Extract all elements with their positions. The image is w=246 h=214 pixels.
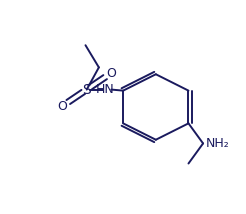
Text: O: O [107, 67, 116, 80]
Text: S: S [82, 83, 91, 97]
Text: O: O [57, 100, 67, 113]
Text: NH₂: NH₂ [206, 137, 230, 150]
Text: HN: HN [95, 83, 114, 96]
